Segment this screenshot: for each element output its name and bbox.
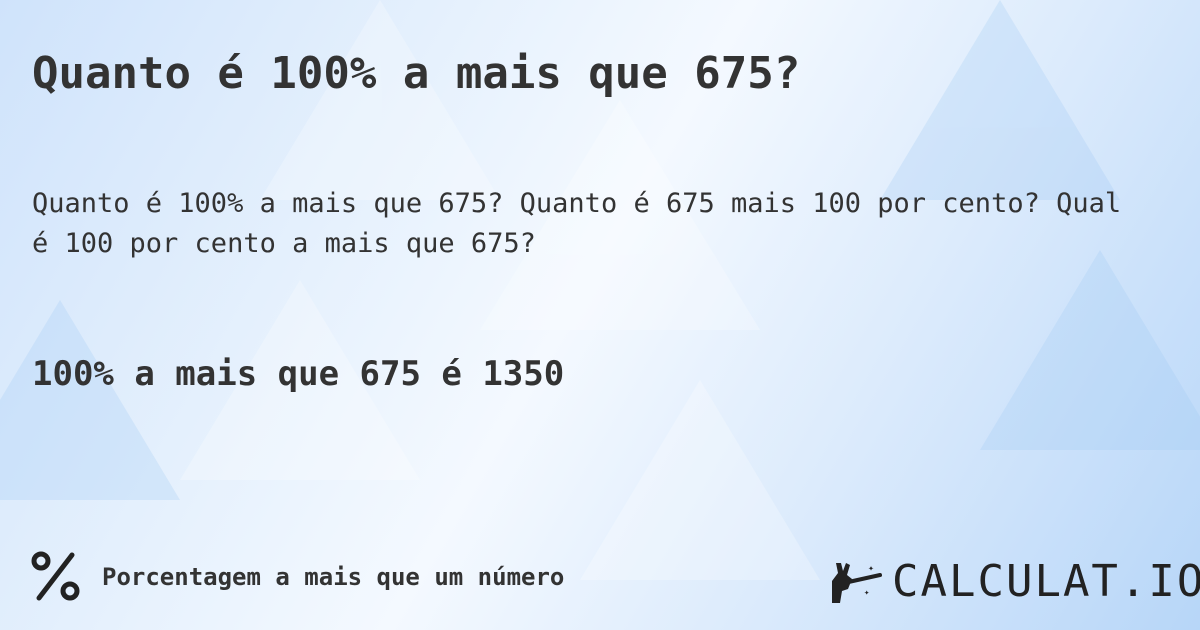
svg-text:✦: ✦	[864, 588, 870, 598]
question-description: Quanto é 100% a mais que 675? Quanto é 6…	[32, 188, 1122, 259]
calculat-io-logo[interactable]: ✦ ✦ CALCULAT.IO	[828, 556, 1200, 607]
percent-icon	[31, 551, 80, 601]
answer-text: 100% a mais que 675 é 1350	[32, 354, 565, 394]
page-title: Quanto é 100% a mais que 675?	[32, 48, 801, 99]
magic-hand-wand-icon: ✦ ✦	[832, 562, 882, 603]
svg-text:✦: ✦	[868, 563, 874, 574]
logo-text: CALCULAT.IO	[892, 556, 1200, 607]
calculator-category-label: Porcentagem a mais que um número	[102, 563, 565, 591]
